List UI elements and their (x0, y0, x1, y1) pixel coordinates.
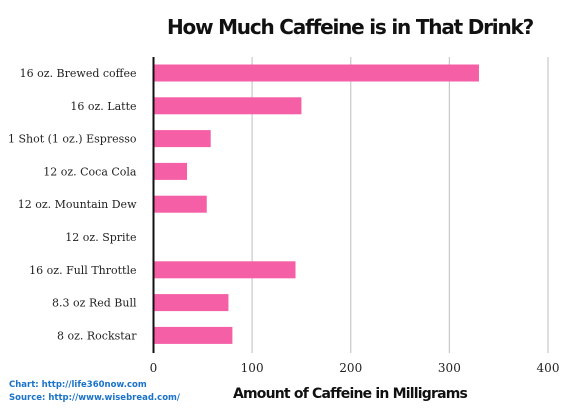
bars (153, 64, 479, 344)
x-tick-label-100: 100 (241, 361, 264, 375)
chart-title: How Much Caffeine is in That Drink? (167, 15, 534, 39)
category-label-2: 1 Shot (1 oz.) Espresso (8, 133, 137, 146)
gridlines (251, 57, 549, 353)
category-label-4: 12 oz. Mountain Dew (18, 198, 137, 211)
category-label-8: 8 oz. Rockstar (57, 329, 137, 342)
bar-7 (153, 294, 229, 312)
x-tick-labels: 0 100 200 300 400 (150, 361, 560, 375)
category-label-0: 16 oz. Brewed coffee (20, 67, 137, 80)
bar-1 (153, 97, 302, 115)
category-label-6: 16 oz. Full Throttle (29, 264, 136, 277)
source-credit-link[interactable]: Source: http://www.wisebread.com/ (9, 393, 181, 403)
category-label-5: 12 oz. Sprite (65, 231, 136, 244)
x-tick-label-400: 400 (537, 361, 560, 375)
bar-4 (153, 195, 207, 213)
category-label-7: 8.3 oz Red Bull (52, 297, 137, 310)
bar-8 (153, 326, 233, 344)
chart-credit-link[interactable]: Chart: http://life360now.com (9, 380, 147, 390)
x-tick-label-200: 200 (339, 361, 362, 375)
bar-6 (153, 261, 296, 279)
category-label-1: 16 oz. Latte (70, 100, 136, 113)
bar-2 (153, 130, 211, 148)
category-labels: 16 oz. Brewed coffee 16 oz. Latte 1 Shot (… (8, 67, 137, 342)
x-tick-label-300: 300 (438, 361, 461, 375)
category-label-3: 12 oz. Coca Cola (43, 165, 137, 178)
x-tick-label-0: 0 (150, 361, 158, 375)
bar-0 (153, 64, 479, 82)
bar-3 (153, 162, 188, 180)
x-axis-label: Amount of Caffeine in Milligrams (233, 386, 468, 402)
